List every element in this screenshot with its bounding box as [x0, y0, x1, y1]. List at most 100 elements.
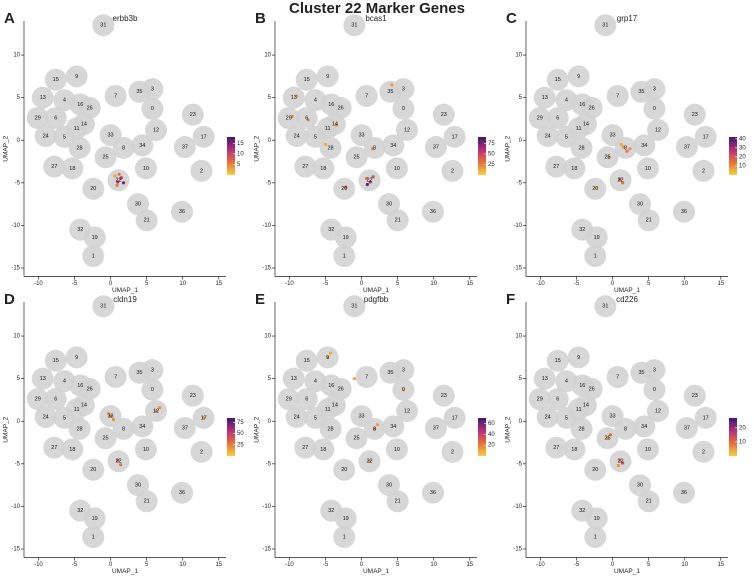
cluster-label: 37	[684, 144, 690, 150]
panel-letter: F	[506, 291, 515, 308]
panel-title: pdgfbb	[364, 295, 389, 304]
cell-cloud	[545, 155, 568, 178]
cell-cloud	[355, 365, 378, 388]
cell-cloud	[385, 157, 408, 180]
x-tick-label: 5	[396, 281, 400, 287]
cluster-label: 24	[43, 414, 49, 420]
expr-point	[116, 458, 120, 463]
cluster-label: 1	[92, 535, 95, 541]
cluster-label: 23	[692, 393, 698, 399]
cell-cloud	[343, 14, 366, 37]
cell-cloud	[441, 440, 464, 463]
expr-point	[352, 377, 356, 381]
y-tick-label: -10	[262, 223, 271, 229]
cluster-label: 8	[624, 426, 627, 432]
cluster-label: 15	[53, 77, 59, 83]
cell-cloud	[563, 157, 586, 180]
cell-cloud	[386, 490, 409, 513]
expr-point	[625, 149, 629, 153]
cell-cloud	[643, 378, 666, 401]
cluster-label: 28	[578, 145, 584, 151]
expr-point	[618, 177, 622, 182]
cell-cloud	[533, 86, 556, 109]
cell-cloud	[26, 107, 49, 130]
cell-cloud	[545, 436, 568, 459]
cluster-label: 8	[122, 426, 125, 432]
cluster-label: 2	[451, 168, 454, 174]
cluster-label: 24	[43, 133, 49, 139]
x-tick-label: 5	[647, 562, 651, 568]
expr-point	[334, 123, 338, 127]
expr-point	[621, 181, 625, 185]
cluster-label: 9	[326, 74, 329, 80]
cell-cloud	[443, 406, 466, 429]
cluster-label: 23	[441, 393, 447, 399]
cluster-label: 3	[151, 87, 154, 93]
expr-point	[616, 463, 620, 468]
y-tick-label: -15	[513, 266, 522, 272]
x-tick-label: -10	[34, 562, 43, 568]
cluster-label: 5	[314, 415, 317, 421]
y-tick-label: 10	[13, 53, 20, 59]
x-tick-label: -10	[285, 562, 294, 568]
cluster-label: 21	[646, 499, 652, 505]
cluster-label: 20	[341, 186, 347, 192]
cluster-label: 5	[565, 415, 568, 421]
cluster-label: 6	[556, 116, 559, 122]
figure-title: Cluster 22 Marker Genes	[289, 0, 465, 17]
x-tick-label: 15	[215, 281, 222, 287]
cell-cloud	[379, 80, 402, 103]
cluster-label: 2	[702, 449, 705, 455]
cluster-label: 26	[589, 386, 595, 392]
y-tick-label: 5	[268, 376, 272, 382]
cell-cloud	[44, 388, 67, 411]
panel-letter: C	[506, 10, 517, 27]
cell-cloud	[128, 361, 151, 384]
cluster-label: 36	[681, 209, 687, 215]
expr-point	[121, 181, 126, 185]
cell-cloud	[320, 499, 343, 522]
cell-cloud	[107, 169, 130, 192]
cluster-label: 3	[653, 87, 656, 93]
x-tick-label: 10	[430, 562, 437, 568]
cell-cloud	[432, 384, 455, 407]
cell-cloud	[683, 103, 706, 126]
cluster-label: 24	[294, 414, 300, 420]
cluster-label: 15	[555, 358, 561, 364]
cluster-label: 19	[92, 516, 98, 522]
cluster-label: 12	[153, 127, 159, 133]
cell-cloud	[294, 436, 317, 459]
expr-point	[621, 145, 625, 149]
cluster-label: 34	[390, 424, 396, 430]
cluster-label: 7	[365, 374, 368, 380]
cell-cloud	[692, 440, 715, 463]
colorbar-tick-label: 40	[739, 136, 746, 142]
cluster-label: 15	[304, 358, 310, 364]
cluster-label: 6	[556, 397, 559, 403]
expr-point	[605, 436, 610, 440]
cluster-label: 18	[320, 166, 326, 172]
cell-cloud	[350, 405, 373, 428]
y-axis-label: UMAP_2	[505, 135, 512, 161]
colorbar-tick-label: 25	[237, 442, 244, 448]
cell-cloud	[82, 526, 105, 549]
cluster-label: 12	[655, 408, 661, 414]
y-tick-label: 0	[519, 419, 523, 425]
cluster-label: 14	[583, 403, 589, 409]
cell-cloud	[584, 245, 607, 268]
expr-point	[368, 180, 372, 184]
cluster-label: 17	[452, 134, 458, 140]
cell-cloud	[345, 146, 368, 169]
cluster-label: 2	[451, 449, 454, 455]
cell-cloud	[135, 209, 158, 232]
expr-point	[290, 114, 294, 118]
cell-cloud	[692, 159, 715, 182]
expr-point	[116, 180, 120, 184]
cell-cloud	[141, 97, 164, 120]
y-tick-label: -15	[11, 547, 20, 553]
cluster-label: 32	[579, 508, 585, 514]
cell-cloud	[285, 124, 308, 147]
expr-point	[111, 417, 116, 422]
